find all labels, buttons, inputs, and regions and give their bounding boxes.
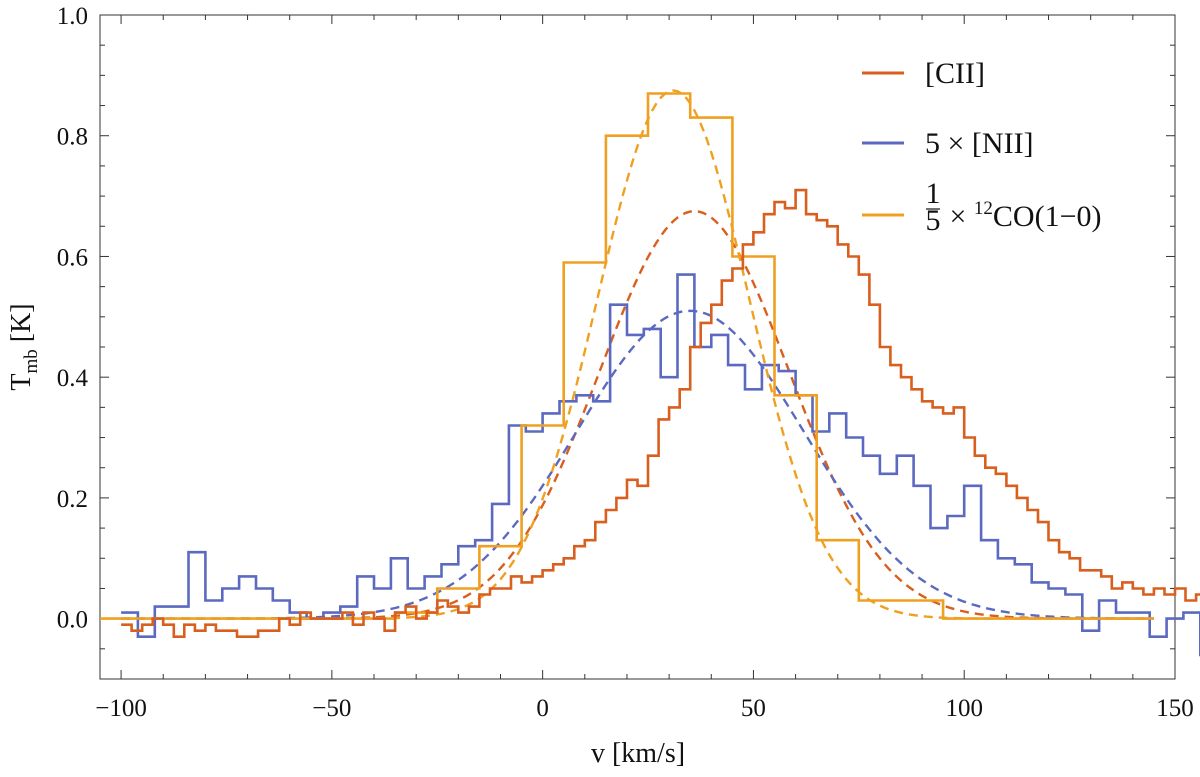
x-tick-label: 150 bbox=[1156, 695, 1194, 722]
y-axis-label: Tmb [K] bbox=[6, 303, 42, 390]
plot-frame bbox=[99, 14, 1176, 680]
legend-co-frac-den: 5 bbox=[926, 204, 941, 237]
legend-co-molecule: CO(1−0) bbox=[993, 200, 1102, 233]
legend-label-co: 1 5 × 12CO(1−0) bbox=[926, 177, 1102, 237]
legend: [CII] 5 × [NII] 1 5 × 12CO(1−0) bbox=[862, 57, 1102, 237]
series-layer bbox=[100, 89, 1200, 657]
series-fit-4 bbox=[121, 309, 1154, 620]
x-axis-ticks: −100 −50 0 50 100 150 bbox=[95, 15, 1194, 722]
y-tick-label: 1.0 bbox=[57, 3, 88, 30]
y-tick-label: 0.6 bbox=[57, 244, 88, 271]
legend-co-iso: 12 bbox=[974, 198, 993, 219]
y-axis-label-unit: [K] bbox=[6, 303, 37, 349]
series-step-2 bbox=[100, 92, 1154, 620]
y-axis-label-sub: mb bbox=[21, 349, 42, 373]
y-tick-label: 0.4 bbox=[57, 365, 89, 392]
legend-co-text: × 12CO(1−0) bbox=[942, 198, 1102, 233]
x-tick-label: −100 bbox=[95, 695, 147, 722]
legend-label-nii: 5 × [NII] bbox=[925, 127, 1034, 160]
series-step-1 bbox=[121, 273, 1200, 657]
legend-co-frac-num: 1 bbox=[926, 177, 941, 210]
x-axis-label: v [km/s] bbox=[591, 738, 685, 769]
y-tick-label: 0.0 bbox=[57, 607, 88, 634]
x-tick-label: 50 bbox=[741, 695, 766, 722]
series-step-0 bbox=[121, 188, 1200, 638]
legend-label-cii: [CII] bbox=[925, 57, 985, 90]
x-tick-label: 100 bbox=[945, 695, 983, 722]
y-tick-label: 0.8 bbox=[57, 124, 88, 151]
x-tick-label: 0 bbox=[536, 695, 549, 722]
y-axis-label-main: T bbox=[6, 374, 37, 391]
y-axis-ticks: 0.0 0.2 0.4 0.6 0.8 1.0 bbox=[57, 3, 1175, 680]
legend-co-times: × bbox=[942, 200, 974, 233]
y-tick-label: 0.2 bbox=[57, 486, 88, 513]
x-tick-label: −50 bbox=[312, 695, 351, 722]
